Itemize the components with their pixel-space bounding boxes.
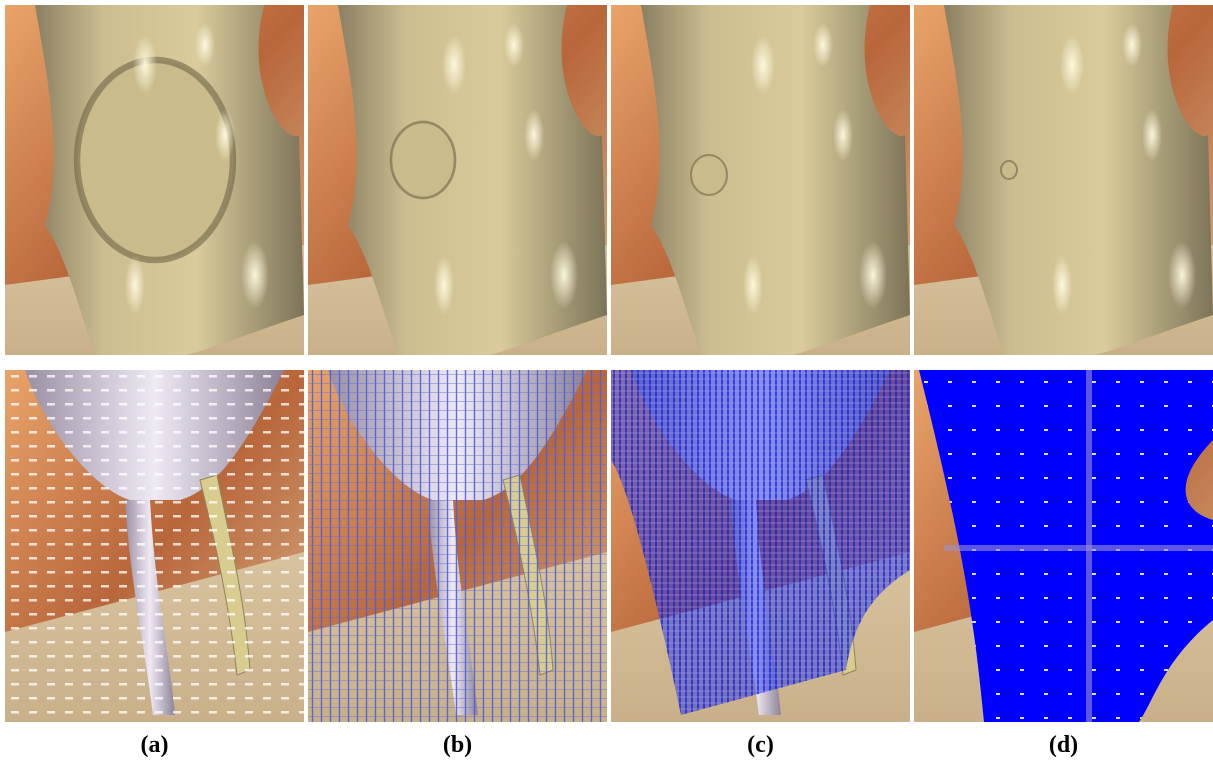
highlight bbox=[1060, 35, 1084, 95]
highlight bbox=[833, 109, 853, 161]
panel-label: (c) bbox=[747, 732, 774, 758]
highlight bbox=[241, 241, 269, 309]
highlight bbox=[524, 109, 544, 161]
bottom-image bbox=[611, 370, 910, 722]
highlight bbox=[133, 35, 157, 95]
field-overlay bbox=[308, 370, 607, 722]
top-image bbox=[308, 5, 607, 355]
highlight bbox=[1122, 23, 1142, 67]
panel-label: (b) bbox=[443, 732, 472, 758]
bulge bbox=[77, 60, 233, 260]
highlight bbox=[751, 35, 775, 95]
highlight bbox=[1142, 109, 1162, 161]
bottom-image bbox=[308, 370, 607, 722]
field-overlay bbox=[5, 370, 304, 722]
bottom-image bbox=[5, 370, 304, 722]
bulge bbox=[1001, 161, 1017, 179]
highlight bbox=[813, 23, 833, 67]
highlight bbox=[743, 255, 763, 315]
highlight bbox=[442, 35, 466, 95]
highlight bbox=[550, 241, 578, 309]
bulge bbox=[391, 122, 455, 198]
panel-label: (a) bbox=[141, 732, 169, 758]
panel-label: (d) bbox=[1049, 732, 1078, 758]
highlight bbox=[1168, 241, 1196, 309]
bulge bbox=[691, 155, 727, 195]
highlight bbox=[125, 255, 145, 315]
highlight bbox=[504, 23, 524, 67]
highlight bbox=[195, 23, 215, 67]
highlight bbox=[434, 255, 454, 315]
panels: (a) (b) (c) (d) bbox=[5, 5, 1213, 758]
top-image bbox=[5, 5, 304, 355]
figure: (a) (b) (c) (d) bbox=[0, 0, 1213, 762]
highlight bbox=[1052, 255, 1072, 315]
top-image bbox=[914, 5, 1213, 355]
page: {"panels": [{"label": "(a)"}, {"label": … bbox=[0, 0, 1213, 762]
top-image bbox=[611, 5, 910, 355]
highlight bbox=[215, 109, 235, 161]
bottom-image bbox=[914, 370, 1213, 722]
highlight bbox=[859, 241, 887, 309]
